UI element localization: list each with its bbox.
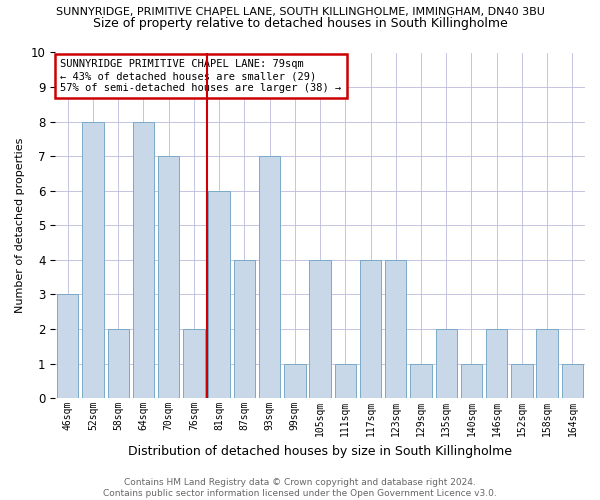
Bar [259, 156, 280, 398]
Y-axis label: Number of detached properties: Number of detached properties [15, 138, 25, 313]
Bar [284, 364, 305, 398]
Bar [158, 156, 179, 398]
Bar [486, 329, 508, 398]
Bar [511, 364, 533, 398]
Bar [133, 122, 154, 398]
Bar [233, 260, 255, 398]
Bar [536, 329, 558, 398]
Text: SUNNYRIDGE, PRIMITIVE CHAPEL LANE, SOUTH KILLINGHOLME, IMMINGHAM, DN40 3BU: SUNNYRIDGE, PRIMITIVE CHAPEL LANE, SOUTH… [56, 8, 544, 18]
Bar [562, 364, 583, 398]
Bar [385, 260, 406, 398]
Bar [107, 329, 129, 398]
Bar [310, 260, 331, 398]
Bar [335, 364, 356, 398]
Bar [183, 329, 205, 398]
Bar [57, 294, 79, 398]
Text: Size of property relative to detached houses in South Killingholme: Size of property relative to detached ho… [92, 18, 508, 30]
Bar [82, 122, 104, 398]
Text: Contains HM Land Registry data © Crown copyright and database right 2024.
Contai: Contains HM Land Registry data © Crown c… [103, 478, 497, 498]
Bar [436, 329, 457, 398]
Bar [208, 191, 230, 398]
X-axis label: Distribution of detached houses by size in South Killingholme: Distribution of detached houses by size … [128, 444, 512, 458]
Bar [410, 364, 432, 398]
Bar [461, 364, 482, 398]
Text: SUNNYRIDGE PRIMITIVE CHAPEL LANE: 79sqm
← 43% of detached houses are smaller (29: SUNNYRIDGE PRIMITIVE CHAPEL LANE: 79sqm … [61, 60, 342, 92]
Bar [360, 260, 381, 398]
